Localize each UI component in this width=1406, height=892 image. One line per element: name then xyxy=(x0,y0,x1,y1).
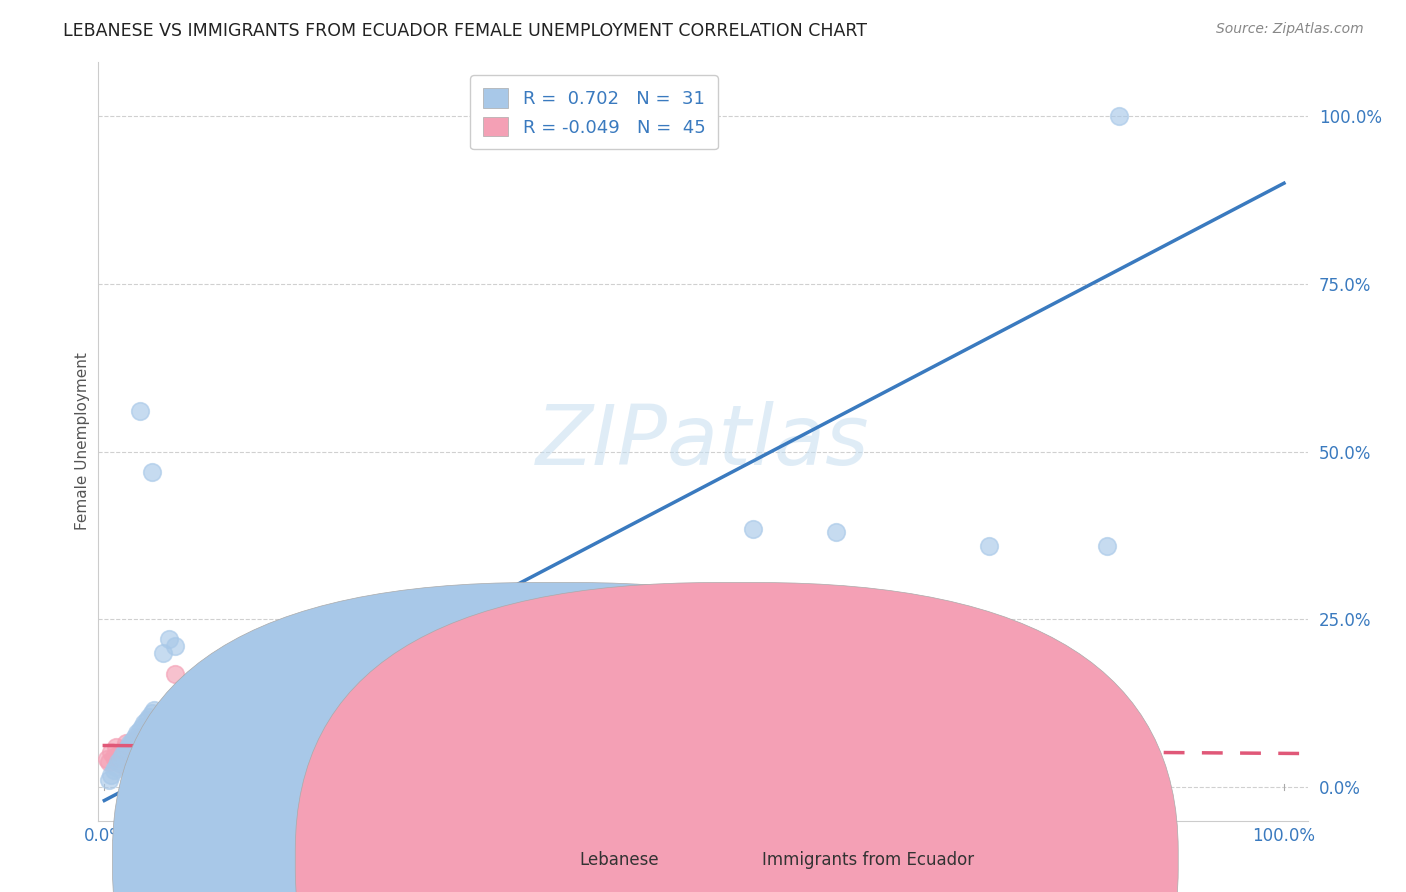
Point xyxy=(165,667,187,681)
Point xyxy=(142,747,165,761)
Point xyxy=(124,747,146,761)
Point xyxy=(246,734,269,748)
Point xyxy=(436,739,458,754)
Point xyxy=(157,755,180,769)
Text: LEBANESE VS IMMIGRANTS FROM ECUADOR FEMALE UNEMPLOYMENT CORRELATION CHART: LEBANESE VS IMMIGRANTS FROM ECUADOR FEMA… xyxy=(63,22,868,40)
Text: Immigrants from Ecuador: Immigrants from Ecuador xyxy=(762,851,974,869)
Point xyxy=(114,736,136,750)
Point xyxy=(134,747,156,762)
Point xyxy=(127,726,149,740)
Point xyxy=(152,646,174,660)
Point xyxy=(128,730,150,744)
Point xyxy=(112,743,135,757)
Point xyxy=(517,743,540,757)
Point xyxy=(977,745,1000,759)
Point xyxy=(135,713,157,727)
Point xyxy=(211,696,233,710)
Point xyxy=(141,465,163,479)
Point xyxy=(127,755,149,769)
Point xyxy=(112,747,135,761)
Point xyxy=(138,743,160,757)
Point xyxy=(412,632,434,647)
Point xyxy=(141,736,163,750)
Point xyxy=(107,755,129,769)
Point xyxy=(977,539,1000,553)
Point xyxy=(103,750,125,764)
Text: 0.0%: 0.0% xyxy=(83,828,125,846)
Point xyxy=(152,747,174,762)
Point xyxy=(121,733,143,747)
Point xyxy=(145,752,167,766)
Text: Lebanese: Lebanese xyxy=(579,851,659,869)
Point xyxy=(124,730,146,744)
Point xyxy=(149,743,172,757)
Point xyxy=(117,741,139,756)
Point xyxy=(742,522,765,536)
Point xyxy=(107,747,129,762)
Point xyxy=(165,639,187,653)
Point xyxy=(128,404,150,418)
Point xyxy=(305,734,328,748)
Point xyxy=(103,764,125,778)
Point xyxy=(110,750,132,764)
Point xyxy=(100,768,122,782)
Point xyxy=(329,739,352,754)
Point xyxy=(157,632,180,647)
Point xyxy=(1095,539,1118,553)
Point xyxy=(281,676,304,690)
Point xyxy=(96,752,118,766)
Point xyxy=(353,680,375,694)
Point xyxy=(270,731,292,746)
Point xyxy=(187,745,209,759)
Point xyxy=(128,723,150,737)
Point xyxy=(98,755,121,769)
Point xyxy=(141,706,163,721)
Point xyxy=(801,734,824,748)
Point xyxy=(114,743,136,757)
Point xyxy=(135,733,157,747)
Legend: R =  0.702   N =  31, R = -0.049   N =  45: R = 0.702 N = 31, R = -0.049 N = 45 xyxy=(470,75,718,149)
Point xyxy=(1108,109,1130,123)
Point xyxy=(200,741,222,756)
Point xyxy=(98,773,121,788)
Text: 100.0%: 100.0% xyxy=(1253,828,1316,846)
Point xyxy=(105,760,128,774)
Point xyxy=(148,739,170,754)
Point xyxy=(120,736,142,750)
Point xyxy=(131,739,153,753)
Point xyxy=(100,745,122,759)
Point xyxy=(134,716,156,731)
Point xyxy=(105,739,128,754)
Point xyxy=(482,736,505,750)
Point xyxy=(138,709,160,723)
Point xyxy=(110,756,132,771)
Point xyxy=(121,734,143,748)
Y-axis label: Female Unemployment: Female Unemployment xyxy=(75,352,90,531)
Point xyxy=(131,720,153,734)
Point xyxy=(388,741,411,756)
Point xyxy=(142,703,165,717)
Text: ZIPatlas: ZIPatlas xyxy=(536,401,870,482)
Point xyxy=(120,752,142,766)
Point xyxy=(235,676,257,690)
Text: Source: ZipAtlas.com: Source: ZipAtlas.com xyxy=(1216,22,1364,37)
Point xyxy=(176,721,198,735)
Point xyxy=(170,730,193,744)
Point xyxy=(824,525,846,540)
Point xyxy=(117,739,139,754)
